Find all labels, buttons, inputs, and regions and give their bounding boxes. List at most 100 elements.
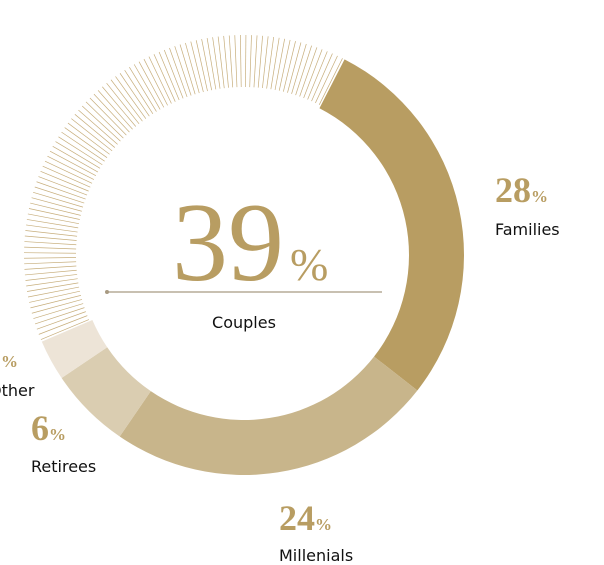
donut-slice [119, 356, 418, 475]
hatch-line [299, 47, 318, 97]
hatch-line [129, 67, 157, 112]
hatch-line [30, 295, 82, 309]
hatch-line [295, 45, 312, 96]
hatch-line [40, 319, 90, 340]
hatch-line [25, 274, 78, 281]
hatch-line [119, 73, 150, 117]
value-number: 3 [0, 335, 1, 375]
hatch-line [28, 208, 80, 220]
value-unit: % [1, 352, 18, 371]
hatch-line [71, 118, 113, 152]
hatch-line [24, 235, 77, 241]
donut-slice-hatched [24, 35, 343, 340]
category-label: Families [495, 220, 560, 239]
hatch-line [110, 79, 143, 122]
hatch-line [38, 176, 88, 196]
hatch-line [148, 56, 172, 104]
hatch-line [36, 311, 86, 330]
hatch-line [85, 101, 124, 139]
hatch-line [61, 131, 105, 162]
hatch-line [38, 315, 88, 335]
value-unit: % [315, 515, 332, 534]
hatch-line [274, 38, 286, 90]
donut-slice [61, 347, 151, 437]
hatch-line [223, 35, 229, 88]
hatch-line [58, 136, 103, 166]
hatch-line [291, 43, 307, 94]
hatch-line [195, 40, 208, 92]
hatch-line [315, 55, 338, 104]
hatch-line [253, 35, 258, 88]
hatch-line [311, 53, 333, 102]
hatch-line [34, 186, 85, 204]
hatch-line [26, 282, 79, 292]
hatch-line [24, 265, 77, 270]
hatch-line [47, 155, 95, 180]
hatch-line [81, 105, 121, 142]
hatch-line [287, 42, 302, 93]
hatch-line [33, 303, 84, 319]
hatch-line [36, 181, 86, 200]
hatch-line [89, 97, 127, 136]
rule-dot [105, 290, 109, 294]
slice-value: 28% [495, 170, 548, 210]
hatch-line [33, 191, 84, 208]
hatch-line [26, 219, 79, 229]
donut-slice [41, 320, 108, 379]
value-unit: % [49, 425, 66, 444]
hatch-line [64, 127, 108, 158]
hatch-line [257, 35, 263, 88]
hatch-line [249, 35, 252, 88]
hatch-line [26, 278, 78, 287]
hatch-line [163, 49, 184, 99]
hatch-line [217, 36, 225, 89]
hatch-line [52, 146, 99, 173]
hatch-line [318, 58, 343, 105]
hatch-line [24, 261, 77, 265]
hatch-line [26, 224, 78, 233]
hatch-line [115, 76, 147, 119]
hatch-line [206, 38, 217, 90]
slice-value: 6% [31, 408, 66, 448]
value-number: 6 [31, 408, 49, 448]
hatch-line [174, 46, 192, 96]
category-label: Millenials [279, 546, 353, 565]
slice-value: 24% [279, 498, 332, 538]
center-value: 39% [172, 181, 328, 305]
hatch-line [212, 37, 221, 89]
hatch-line [240, 35, 242, 88]
hatch-line [74, 114, 116, 148]
hatch-line [143, 58, 168, 106]
hatch-line [262, 36, 269, 89]
hatch-line [24, 241, 77, 246]
hatch-line [133, 64, 161, 110]
donut-slice [319, 59, 464, 391]
hatch-line [30, 202, 81, 216]
hatch-line [97, 90, 133, 130]
hatch-line [185, 42, 200, 94]
hatch-line [102, 86, 137, 127]
hatch-line [27, 286, 80, 298]
hatch-line [169, 47, 188, 98]
hatch-line [25, 230, 78, 237]
hatch-line [307, 51, 328, 100]
hatch-line [201, 39, 212, 91]
hatch-line [55, 141, 101, 169]
hatch-line [40, 171, 89, 192]
hatch-line [31, 197, 82, 212]
category-label: Other [0, 381, 35, 400]
hatch-line [24, 269, 77, 276]
hatch-line [42, 165, 91, 188]
hatch-line [266, 36, 275, 89]
hatch-line [278, 39, 291, 91]
hatch-line [67, 122, 110, 155]
hatch-line [24, 246, 77, 250]
hatch-line [31, 299, 83, 314]
value-number: 28 [495, 170, 531, 210]
hatch-line [34, 307, 85, 325]
hatch-line [283, 41, 296, 92]
hatch-line [93, 93, 130, 133]
hatch-line [78, 109, 118, 145]
